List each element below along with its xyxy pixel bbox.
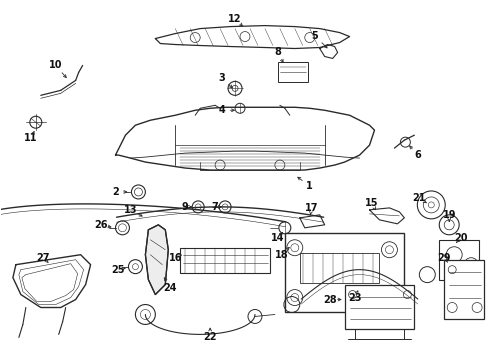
Text: 27: 27 <box>36 253 49 263</box>
Text: 16: 16 <box>169 253 182 263</box>
Bar <box>439 240 479 280</box>
Text: 28: 28 <box>323 294 337 305</box>
Text: 6: 6 <box>414 150 421 160</box>
Text: 22: 22 <box>203 332 217 342</box>
Polygon shape <box>146 225 168 294</box>
Text: 20: 20 <box>454 233 468 243</box>
Text: 11: 11 <box>24 133 38 143</box>
Text: 15: 15 <box>365 198 378 208</box>
Text: 1: 1 <box>306 181 313 191</box>
Text: 19: 19 <box>442 210 456 220</box>
Text: 18: 18 <box>275 250 289 260</box>
Text: 14: 14 <box>271 233 285 243</box>
Text: 25: 25 <box>112 265 125 275</box>
Bar <box>444 260 484 319</box>
Text: 4: 4 <box>219 105 225 115</box>
Text: 12: 12 <box>228 14 242 24</box>
Bar <box>180 248 270 273</box>
Bar <box>285 233 404 312</box>
Text: 3: 3 <box>219 73 225 84</box>
Bar <box>278 62 308 82</box>
Text: 24: 24 <box>164 283 177 293</box>
Text: 9: 9 <box>182 202 189 212</box>
Text: 10: 10 <box>49 60 63 71</box>
Text: 17: 17 <box>305 203 318 213</box>
Bar <box>344 285 415 329</box>
Text: 13: 13 <box>123 205 137 215</box>
Text: 26: 26 <box>94 220 107 230</box>
Text: 29: 29 <box>438 253 451 263</box>
Text: 8: 8 <box>274 48 281 58</box>
Text: 2: 2 <box>112 187 119 197</box>
Text: 5: 5 <box>311 31 318 41</box>
Text: 7: 7 <box>212 202 219 212</box>
Bar <box>300 253 379 283</box>
Text: 23: 23 <box>348 293 361 302</box>
Text: 21: 21 <box>413 193 426 203</box>
